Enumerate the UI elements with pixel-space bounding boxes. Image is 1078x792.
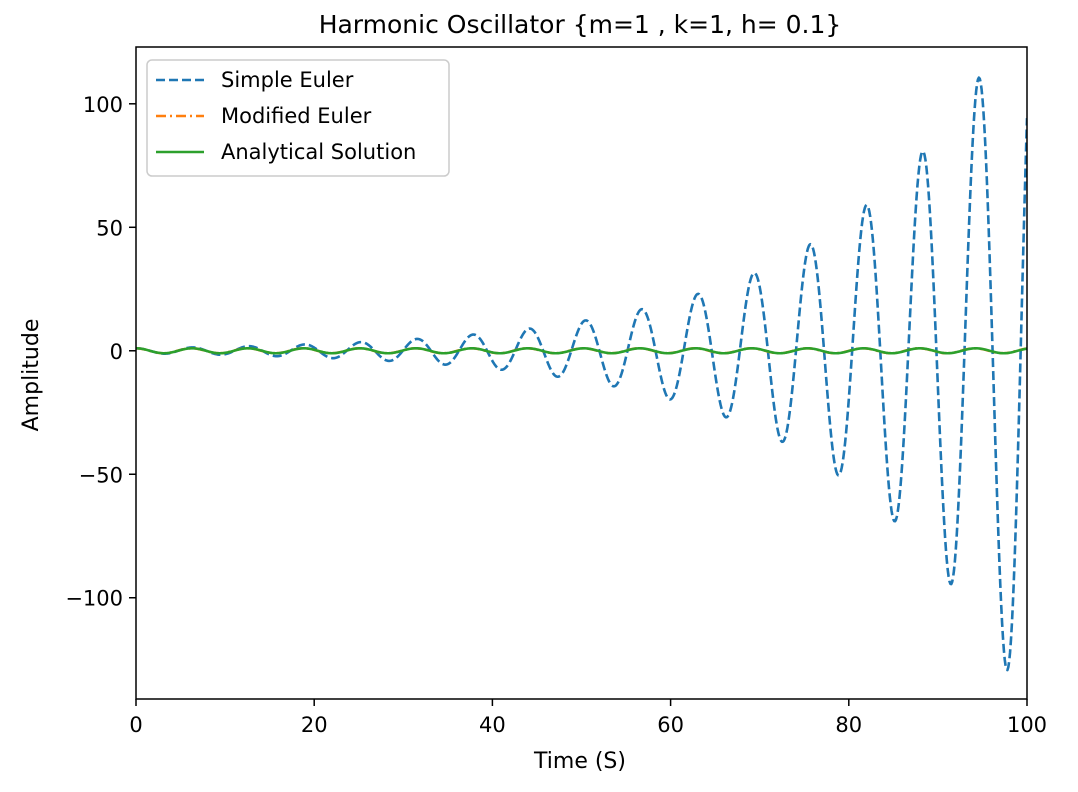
series-lines [136,76,1027,672]
series-line-3 [136,347,1027,355]
chart-title: Harmonic Oscillator {m=1 , k=1, h= 0.1} [319,10,842,39]
x-tick-label: 60 [657,713,684,737]
x-tick-label: 40 [479,713,506,737]
legend: Simple Euler Modified Euler Analytical Sol… [146,59,450,177]
plot-area [135,46,1028,700]
y-tick-label: −100 [65,587,123,611]
y-tick-label: 50 [96,216,123,240]
y-tick-label: 0 [110,340,123,364]
legend-label-1: Simple Euler [221,68,354,92]
y-tick-label: −50 [79,463,123,487]
legend-label-3: Analytical Solution [221,140,416,164]
y-axis-label: Amplitude [19,319,44,432]
legend-label-2: Modified Euler [221,104,372,128]
x-tick-label: 20 [301,713,328,737]
x-tick-label: 80 [835,713,862,737]
x-axis-label: Time (S) [533,749,626,774]
legend-box [146,59,450,177]
x-axis: 0 20 40 60 80 100 [129,699,1047,737]
x-tick-label: 0 [129,713,142,737]
y-axis: −100 −50 0 50 100 [65,93,136,611]
series-line-1 [136,76,1027,672]
y-tick-label: 100 [83,93,123,117]
x-tick-label: 100 [1007,713,1047,737]
plot-frame [135,46,1028,700]
